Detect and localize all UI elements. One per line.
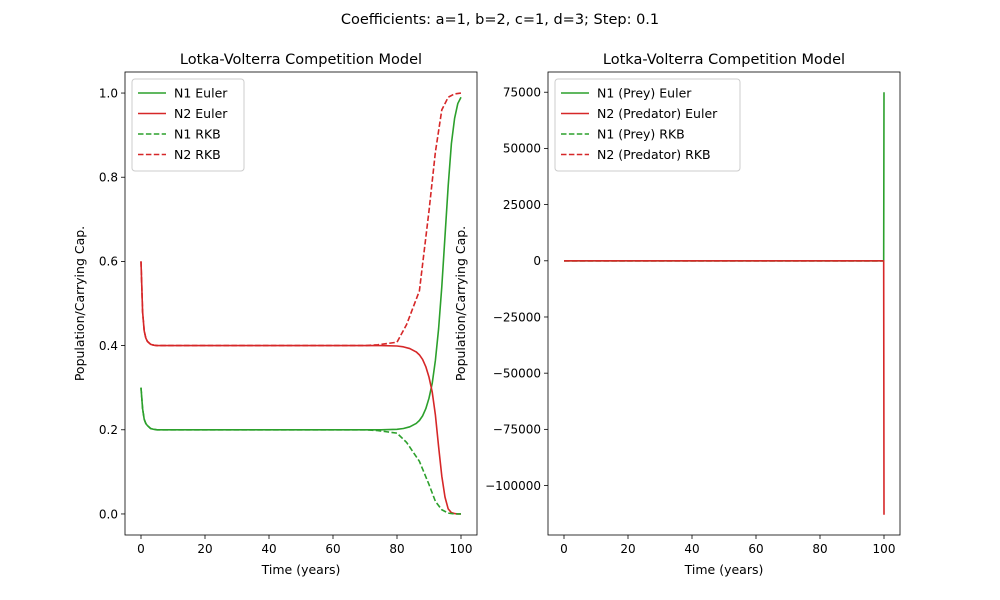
legend-box [131, 78, 245, 172]
x-tick-label: 40 [261, 542, 276, 556]
x-axis-label: Time (years) [684, 562, 764, 577]
y-tick-label: −50000 [493, 366, 541, 380]
series-line-n2-rkb [140, 92, 462, 347]
x-tick-label: 100 [873, 542, 896, 556]
y-tick-label: 25000 [503, 198, 541, 212]
y-tick-label: −75000 [493, 423, 541, 437]
legend-label: N2 (Predator) RKB [597, 147, 711, 162]
series-group [140, 92, 462, 515]
y-tick-label: 0.4 [99, 339, 118, 353]
legend-label: N2 RKB [174, 147, 221, 162]
chart-title: Lotka-Volterra Competition Model [603, 52, 845, 68]
y-tick-label: 0.0 [99, 507, 118, 521]
x-tick-label: 60 [325, 542, 340, 556]
y-tick-label: −100000 [485, 479, 541, 493]
y-axis-label: Population/Carrying Cap. [453, 226, 468, 381]
axes-frame [547, 71, 901, 536]
y-tick-label: 0.6 [99, 255, 118, 269]
legend-box [554, 78, 741, 172]
legend-label: N1 (Prey) Euler [597, 86, 692, 101]
legend-label: N1 (Prey) RKB [597, 127, 685, 142]
y-tick-label: 1.0 [99, 86, 118, 100]
y-tick-label: 50000 [503, 142, 541, 156]
legend-label: N1 RKB [174, 127, 221, 142]
chart-title: Lotka-Volterra Competition Model [180, 52, 422, 68]
y-tick-label: 0.2 [99, 423, 118, 437]
x-axis-label: Time (years) [261, 562, 341, 577]
y-tick-label: 0 [533, 254, 541, 268]
series-group [564, 92, 885, 515]
x-tick-label: 80 [389, 542, 404, 556]
x-tick-label: 80 [812, 542, 827, 556]
y-tick-label: 0.8 [99, 171, 118, 185]
x-tick-label: 20 [620, 542, 635, 556]
x-tick-label: 0 [137, 542, 145, 556]
x-tick-label: 60 [748, 542, 763, 556]
series-line-n2-euler [140, 261, 461, 515]
x-tick-label: 100 [450, 542, 473, 556]
x-tick-label: 40 [684, 542, 699, 556]
x-tick-label: 0 [560, 542, 568, 556]
series-line-n1-rkb [140, 387, 461, 515]
legend-label: N2 (Predator) Euler [597, 106, 718, 121]
figure-suptitle: Coefficients: a=1, b=2, c=1, d=3; Step: … [341, 12, 659, 28]
y-tick-label: 75000 [503, 86, 541, 100]
x-tick-label: 20 [197, 542, 212, 556]
legend-label: N2 Euler [174, 106, 228, 121]
legend-label: N1 Euler [174, 86, 228, 101]
chart-right: Lotka-Volterra Competition Model 0 20 40 60 8… [453, 52, 901, 577]
y-tick-label: −25000 [493, 310, 541, 324]
axes-frame [124, 71, 478, 536]
y-axis-label: Population/Carrying Cap. [72, 226, 87, 381]
series-line-n2-predator-euler [564, 259, 885, 515]
chart-left: Lotka-Volterra Competition Model 0 20 40 60 8… [72, 52, 478, 577]
